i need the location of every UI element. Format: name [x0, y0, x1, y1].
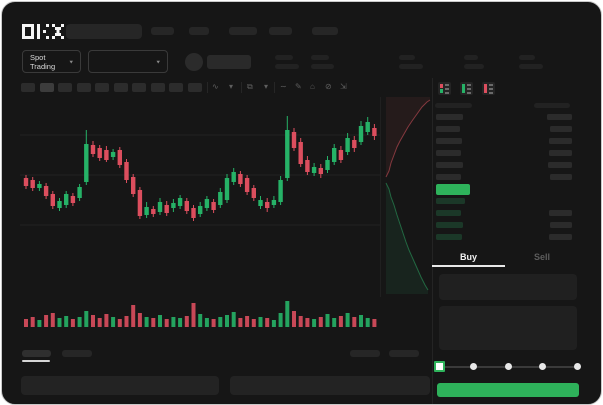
ticker-stat-value [464, 64, 484, 69]
timeframe-button[interactable] [21, 83, 35, 92]
slider-step-dot[interactable] [504, 363, 512, 370]
ask-row-amount-bar[interactable] [548, 162, 572, 168]
timeframe-button[interactable] [58, 83, 72, 92]
line-style-icon[interactable]: ∼ [280, 82, 287, 91]
timeframe-button[interactable] [187, 83, 202, 92]
divider [380, 97, 381, 297]
pair-name-placeholder [207, 55, 251, 69]
ask-row-price-bar[interactable] [436, 150, 461, 156]
tab-sell[interactable]: Sell [505, 245, 579, 267]
ask-row-amount-bar[interactable] [549, 174, 572, 180]
chevron-down-icon[interactable]: ▾ [229, 82, 234, 91]
coin-avatar [185, 53, 203, 71]
chart-footer-toggle[interactable] [389, 350, 419, 357]
chart-footer-toggle[interactable] [350, 350, 380, 357]
ticker-stat-label [399, 55, 415, 60]
timeframe-button[interactable] [150, 83, 165, 92]
ask-row-price-bar[interactable] [436, 162, 463, 168]
ask-row-amount-bar[interactable] [549, 126, 572, 132]
ask-row-amount-bar[interactable] [547, 114, 572, 120]
okx-logo[interactable] [22, 24, 64, 39]
chevron-down-icon: ▾ [69, 59, 73, 65]
pair-selector-dropdown[interactable]: ▾ [88, 50, 168, 73]
trade-tabs: Buy Sell [432, 245, 579, 267]
orderbook-view-asks-icon[interactable] [482, 82, 495, 95]
bottom-tab-history[interactable] [62, 350, 92, 357]
ask-row-price-bar[interactable] [436, 114, 464, 120]
market-type-label: Spot Trading [30, 52, 56, 71]
tab-sell-label: Sell [533, 252, 550, 262]
last-price-bar[interactable] [436, 184, 470, 195]
bid-row-price-bar[interactable] [436, 234, 462, 240]
indicator-icon[interactable]: ∿ [212, 82, 219, 91]
bid-row-price-bar[interactable] [436, 210, 462, 216]
slider-step-dot[interactable] [470, 363, 477, 370]
orderbook-view-both-icon[interactable] [438, 82, 451, 95]
tab-buy-label: Buy [459, 252, 477, 262]
fullscreen-icon[interactable]: ⇲ [340, 82, 347, 91]
ask-row-price-bar[interactable] [436, 138, 462, 144]
slider-step-dot[interactable] [539, 363, 546, 370]
ticker-stat-label [311, 55, 329, 60]
timeframe-button[interactable] [95, 83, 109, 92]
camera-icon[interactable]: ⌂ [310, 82, 315, 91]
orderbook-view-bids-icon[interactable] [460, 82, 473, 95]
bid-row-price-bar[interactable] [436, 198, 465, 204]
divider [432, 78, 433, 404]
nav-item[interactable] [269, 27, 292, 35]
divider [207, 82, 208, 93]
nav-item[interactable] [189, 27, 209, 35]
chevron-down-icon[interactable]: ▾ [264, 82, 269, 91]
nav-item[interactable] [151, 27, 174, 35]
ask-row-amount-bar[interactable] [548, 138, 572, 144]
ask-row-price-bar[interactable] [436, 126, 460, 132]
settings-icon[interactable]: ⊘ [325, 82, 332, 91]
timeframe-button[interactable] [132, 83, 146, 92]
buy-submit-button[interactable] [437, 383, 579, 397]
ticker-stat-label [464, 55, 478, 60]
market-type-dropdown[interactable]: Spot Trading ▾ [22, 50, 81, 73]
ticker-stat-value [519, 64, 543, 69]
slider-handle[interactable] [434, 361, 445, 372]
order-price-input[interactable] [439, 274, 577, 300]
bottom-tab-open-orders[interactable] [22, 350, 51, 357]
bid-row-amount-bar[interactable] [549, 222, 572, 228]
ticker-stat-value [399, 64, 423, 69]
tab-buy[interactable]: Buy [432, 245, 505, 267]
ticker-stat-label [275, 55, 293, 60]
chevron-down-icon: ▾ [156, 59, 160, 65]
amount-slider[interactable] [434, 361, 581, 372]
bottom-tab-underline [22, 360, 50, 362]
ticker-stat-value [275, 64, 299, 69]
ticker-stat-label [519, 55, 535, 60]
ask-row-price-bar[interactable] [436, 174, 461, 180]
depth-chart[interactable] [381, 97, 433, 294]
ask-row-amount-bar[interactable] [549, 150, 572, 156]
divider [241, 82, 242, 93]
nav-item[interactable] [229, 27, 257, 35]
slider-step-dot[interactable] [573, 363, 581, 370]
orderbook-header-price [435, 103, 472, 108]
timeframe-button[interactable] [76, 83, 91, 92]
bid-row-price-bar[interactable] [436, 222, 464, 228]
draw-icon[interactable]: ✎ [295, 82, 302, 91]
bottom-panel-left [21, 376, 219, 395]
compare-icon[interactable]: ⧉ [247, 82, 253, 91]
orderbook-header-amount [534, 103, 570, 108]
ticker-stat-value [311, 64, 334, 69]
order-amount-input[interactable] [439, 306, 577, 350]
timeframe-button[interactable] [169, 83, 183, 92]
timeframe-button[interactable] [113, 83, 128, 92]
timeframe-button[interactable] [39, 83, 54, 92]
divider [274, 82, 275, 93]
bottom-panel-right [230, 376, 430, 395]
search-input[interactable] [66, 24, 142, 39]
nav-item[interactable] [312, 27, 338, 35]
bid-row-amount-bar[interactable] [548, 210, 572, 216]
timeframe-toolbar [21, 83, 221, 92]
candlestick-chart[interactable] [20, 97, 380, 332]
bid-row-amount-bar[interactable] [549, 234, 572, 240]
